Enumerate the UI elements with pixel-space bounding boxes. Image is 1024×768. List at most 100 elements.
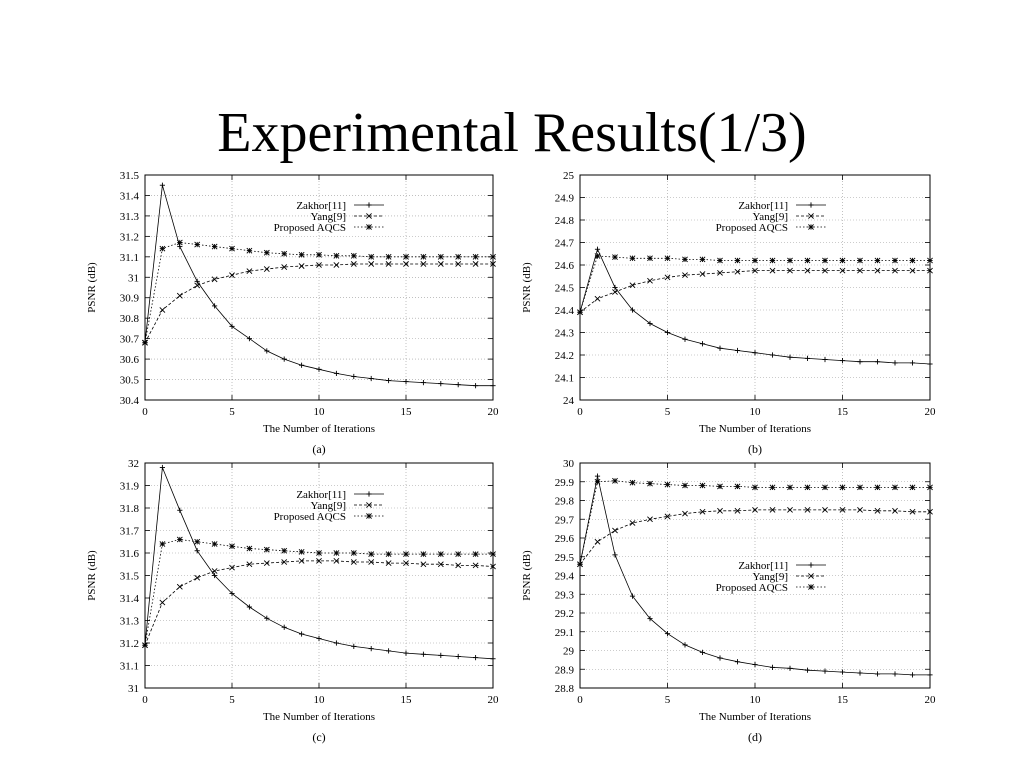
data-point: [229, 564, 235, 571]
y-tick-label: 24.6: [555, 260, 575, 272]
series-proposed-aqcs: [577, 477, 933, 568]
y-tick-label: 29: [563, 646, 575, 658]
legend-label: Proposed AQCS: [274, 222, 346, 234]
data-point: [333, 370, 339, 377]
y-tick-label: 24.7: [555, 238, 575, 250]
data-point: [717, 269, 723, 276]
data-point: [594, 246, 601, 252]
data-point: [437, 561, 444, 568]
data-point: [682, 642, 688, 648]
data-point: [159, 307, 166, 313]
data-point: [804, 667, 811, 673]
y-tick-label: 31.3: [120, 616, 140, 628]
data-point: [298, 251, 305, 258]
x-axis-title: The Number of Iterations: [699, 711, 811, 723]
data-point: [298, 557, 305, 564]
data-point: [664, 513, 671, 520]
data-point: [927, 361, 933, 367]
data-point: [822, 668, 828, 674]
data-point: [857, 506, 863, 513]
y-tick-label: 31.5: [120, 170, 140, 182]
y-tick-label: 30.8: [120, 313, 140, 325]
data-point: [211, 276, 218, 283]
data-point: [246, 336, 252, 342]
y-tick-label: 31.4: [120, 190, 140, 202]
legend-marker: [366, 202, 372, 208]
data-point: [664, 481, 671, 488]
chart-caption: (d): [748, 730, 762, 744]
legend-marker: [808, 213, 814, 219]
data-point: [734, 347, 741, 354]
legend-label: Zakhor[11]: [296, 489, 346, 501]
data-point: [455, 261, 462, 267]
data-point: [682, 256, 688, 263]
data-point: [804, 267, 811, 274]
data-point: [612, 284, 618, 291]
data-point: [647, 480, 653, 487]
data-point: [176, 239, 183, 246]
data-point: [403, 551, 409, 558]
data-point: [385, 253, 392, 260]
data-point: [717, 507, 723, 514]
data-point: [647, 516, 653, 523]
data-point: [787, 506, 793, 513]
data-point: [176, 292, 183, 299]
legend-label: Yang[9]: [310, 211, 346, 223]
chart-panel-b: 24 24.1 24.2 24.3 24.4 24.5 24.6 24.7 24.8 24.9 25…: [517, 168, 947, 460]
data-point: [629, 479, 636, 486]
y-tick-label: 24.3: [555, 328, 575, 340]
data-point: [927, 267, 933, 274]
chart-caption: (c): [312, 730, 325, 744]
data-point: [455, 653, 461, 660]
data-point: [212, 572, 218, 579]
legend-label: Zakhor[11]: [738, 200, 788, 212]
x-tick-label: 5: [665, 694, 671, 706]
data-point: [194, 574, 201, 581]
data-point: [333, 252, 340, 259]
data-point: [333, 262, 340, 268]
data-point: [194, 241, 201, 248]
data-point: [368, 261, 375, 267]
data-point: [490, 551, 496, 558]
data-point: [281, 547, 288, 554]
data-point: [281, 559, 288, 565]
y-tick-label: 25: [563, 170, 575, 182]
legend-label: Proposed AQCS: [716, 582, 788, 594]
legend-marker: [808, 573, 814, 579]
data-point: [472, 261, 479, 267]
chart-a-svg: 30.4 30.5 30.6 30.7 30.8 30.9 31 31.1 31.2 31.3 31…: [86, 170, 499, 456]
x-tick-label: 5: [229, 406, 235, 418]
data-point: [403, 560, 409, 567]
data-point: [769, 484, 776, 491]
data-point: [490, 656, 496, 662]
y-tick-label: 31.6: [120, 548, 140, 560]
legend-label: Proposed AQCS: [274, 511, 346, 523]
legend-marker: [808, 224, 814, 230]
x-tick-label: 0: [577, 406, 583, 418]
data-point: [664, 329, 671, 336]
y-tick-label: 29.3: [555, 589, 575, 601]
x-tick-label: 10: [750, 406, 762, 418]
data-point: [351, 373, 357, 380]
data-point: [647, 277, 653, 284]
data-point: [437, 253, 444, 260]
data-point: [472, 253, 479, 260]
y-tick-label: 31.3: [120, 211, 140, 223]
chart-c-svg: 31 31.1 31.2 31.3 31.4 31.5 31.6 31.7 31.8 31.9 32…: [86, 458, 500, 744]
data-point: [246, 604, 252, 610]
data-point: [350, 261, 357, 267]
data-point: [664, 631, 671, 637]
data-point: [822, 506, 828, 513]
x-tick-label: 10: [314, 406, 326, 418]
legend-marker: [808, 584, 814, 590]
data-point: [577, 561, 583, 568]
chart-panel-c: 31 31.1 31.2 31.3 31.4 31.5 31.6 31.7 31.8 31.9 32…: [78, 456, 508, 754]
data-point: [717, 345, 723, 351]
data-point: [176, 536, 183, 543]
data-point: [263, 546, 270, 553]
data-point: [769, 257, 776, 264]
data-point: [909, 257, 916, 264]
x-tick-label: 20: [488, 694, 500, 706]
data-point: [699, 649, 706, 655]
data-point: [472, 551, 479, 558]
